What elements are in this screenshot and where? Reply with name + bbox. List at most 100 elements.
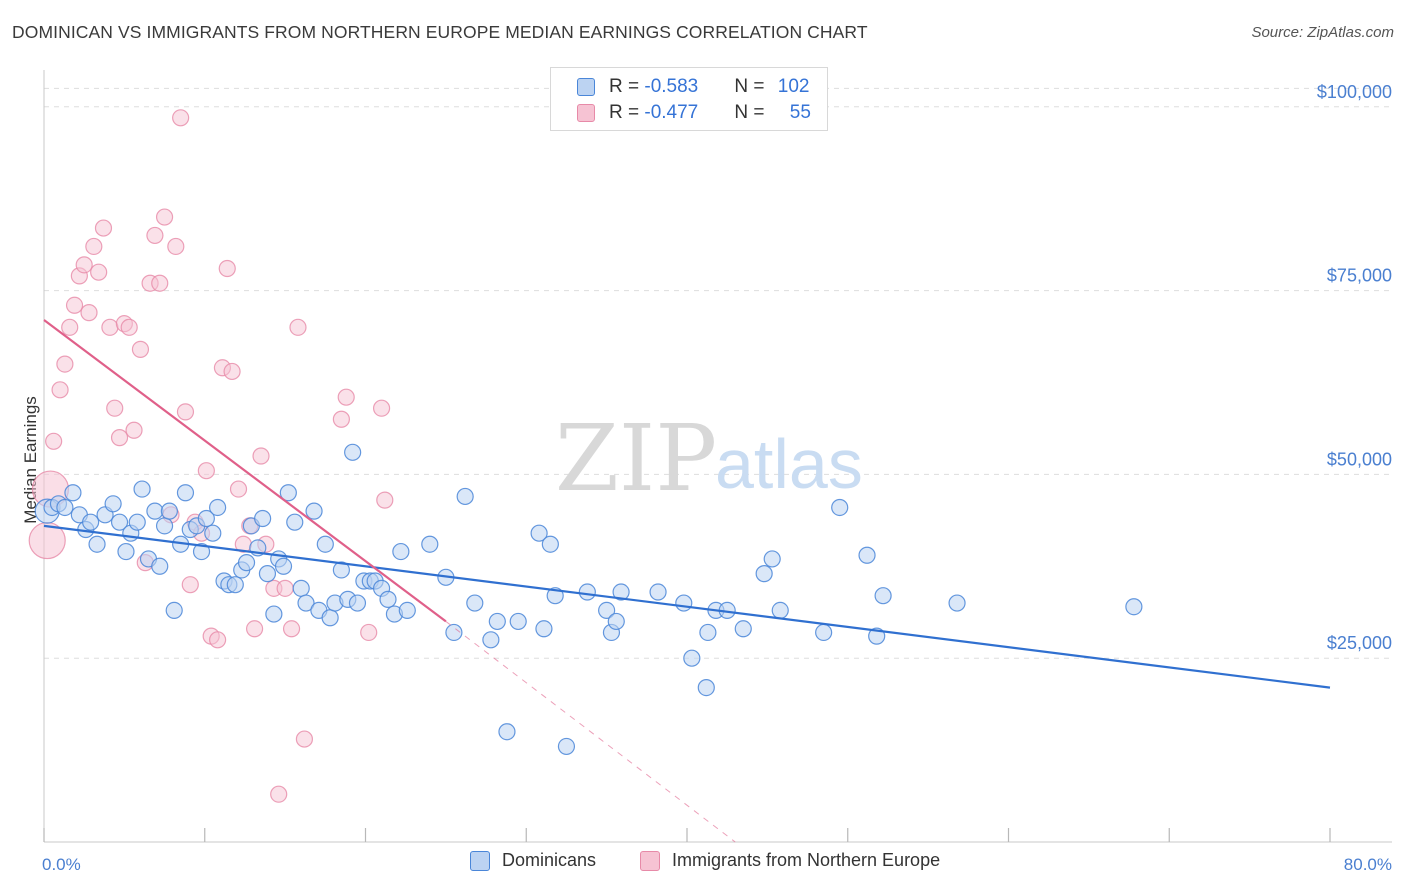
watermark: ZIP atlas: [555, 405, 863, 512]
data-point-northern-europe: [110, 429, 129, 447]
legend-row-northern-europe: R = -0.477 N = 55: [577, 102, 811, 124]
trend-line-northern-europe: [43, 319, 447, 623]
data-point-dominicans: [237, 554, 256, 572]
data-point-northern-europe: [61, 318, 79, 336]
data-point-northern-europe: [276, 579, 294, 597]
data-point-dominicans: [316, 535, 334, 553]
data-point-dominicans: [88, 535, 106, 553]
data-point-northern-europe: [51, 381, 69, 399]
data-point-dominicans: [557, 737, 576, 756]
data-point-northern-europe: [209, 631, 227, 649]
data-point-dominicans: [133, 480, 151, 498]
data-point-dominicans: [421, 535, 439, 553]
data-point-dominicans: [226, 576, 244, 594]
y-tick-label: $25,000: [1327, 633, 1392, 653]
data-point-dominicans: [815, 623, 833, 642]
data-point-dominicans: [482, 631, 500, 649]
data-point-dominicans: [197, 509, 215, 528]
data-point-dominicans: [379, 590, 397, 608]
data-point-northern-europe: [106, 399, 124, 417]
data-point-northern-europe: [45, 432, 63, 450]
data-point-dominicans: [509, 612, 527, 631]
data-point-northern-europe: [372, 399, 391, 417]
data-point-dominicans: [771, 601, 789, 620]
data-point-northern-europe: [360, 623, 378, 642]
trend-lines: [43, 319, 1331, 843]
data-point-northern-europe: [101, 318, 119, 336]
x-tick-label: 0.0%: [42, 855, 81, 874]
watermark-atlas: atlas: [715, 425, 863, 503]
data-point-dominicans: [649, 583, 667, 601]
data-point-northern-europe: [85, 237, 103, 256]
trend-line-extension-northern-europe: [445, 621, 736, 843]
y-tick-label: $75,000: [1327, 266, 1392, 286]
data-point-northern-europe: [197, 462, 215, 480]
series-northern-europe: [28, 109, 394, 803]
data-point-northern-europe: [167, 237, 185, 256]
data-point-northern-europe: [181, 576, 199, 594]
data-point-dominicans: [398, 601, 416, 620]
data-point-dominicans: [344, 443, 362, 461]
data-point-northern-europe: [337, 388, 355, 406]
data-point-dominicans: [598, 601, 616, 620]
data-point-dominicans: [535, 620, 553, 638]
data-point-dominicans: [110, 513, 129, 531]
legend-n-value: 55: [789, 102, 811, 123]
data-point-dominicans: [445, 623, 463, 642]
series-legend: Dominicans Immigrants from Northern Euro…: [0, 850, 1406, 878]
data-point-northern-europe: [223, 362, 241, 381]
legend-swatch-dominicans: [470, 850, 490, 871]
y-tick-labels: $25,000 $50,000 $75,000 $100,000: [1317, 82, 1392, 653]
watermark-zip: ZIP: [555, 405, 717, 512]
data-point-northern-europe: [131, 340, 150, 358]
data-point-northern-europe: [289, 318, 307, 336]
data-point-dominicans: [279, 484, 297, 502]
legend-swatch-blue: [577, 78, 595, 96]
data-point-northern-europe: [155, 208, 174, 226]
data-point-dominicans: [292, 579, 310, 597]
data-point-dominicans: [332, 561, 350, 579]
legend-n-label: N =: [734, 76, 770, 97]
data-point-dominicans: [160, 502, 178, 520]
data-point-dominicans: [265, 605, 283, 623]
data-point-dominicans: [392, 542, 410, 561]
data-point-dominicans: [541, 535, 559, 553]
trend-line-dominicans: [43, 524, 1331, 689]
data-point-dominicans: [697, 678, 715, 697]
data-point-dominicans: [858, 546, 876, 564]
data-point-northern-europe: [125, 421, 143, 439]
data-point-northern-europe: [229, 480, 248, 498]
data-point-dominicans: [176, 484, 195, 502]
legend-swatch-pink: [577, 104, 595, 122]
data-point-dominicans: [498, 723, 516, 741]
data-point-dominicans: [763, 550, 781, 568]
legend-r-label: R =: [609, 76, 645, 97]
legend-label-dominicans: Dominicans: [502, 850, 597, 870]
data-point-northern-europe: [80, 304, 98, 322]
legend-r-label: R =: [609, 102, 645, 123]
legend-n-label: N =: [734, 102, 770, 123]
series-dominicans: [34, 443, 1143, 756]
legend-r-value: -0.477: [644, 102, 699, 123]
data-point-dominicans: [874, 587, 892, 605]
data-point-dominicans: [734, 620, 752, 638]
data-point-dominicans: [254, 509, 272, 528]
data-point-northern-europe: [376, 491, 394, 509]
data-point-northern-europe: [332, 410, 350, 428]
legend-row-dominicans: R = -0.583 N = 102: [577, 76, 809, 98]
data-point-dominicans: [82, 513, 100, 531]
data-point-northern-europe: [120, 318, 138, 336]
data-point-northern-europe: [65, 296, 84, 314]
data-point-dominicans: [209, 498, 227, 517]
data-point-northern-europe: [172, 109, 190, 127]
legend-item-dominicans: Dominicans: [470, 850, 596, 871]
y-tick-label: $100,000: [1317, 82, 1392, 102]
data-point-dominicans: [675, 594, 693, 612]
data-point-dominicans: [699, 623, 717, 642]
data-point-northern-europe: [75, 256, 93, 274]
legend-r-value: -0.583: [644, 76, 699, 97]
data-point-dominicans: [117, 542, 135, 561]
correlation-legend: R = -0.583 N = 102 R = -0.477 N = 55: [550, 67, 828, 131]
data-point-dominicans: [64, 484, 82, 502]
